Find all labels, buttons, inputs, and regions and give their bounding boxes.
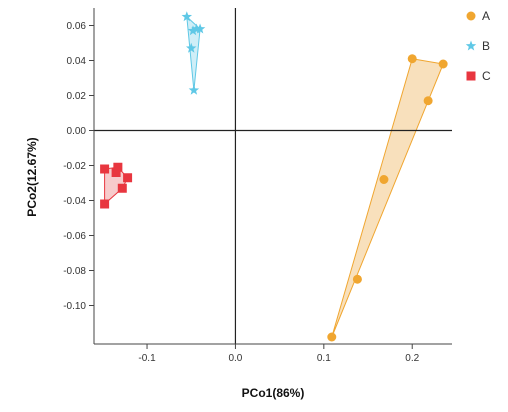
point-c [117, 183, 127, 193]
legend: A B C [465, 9, 491, 83]
y-axis-title: PCo2(12.67%) [25, 137, 39, 216]
legend-label-b: B [482, 39, 490, 53]
points-layer [100, 11, 448, 342]
y-tick-label: -0.10 [63, 301, 86, 312]
point-b [186, 42, 197, 53]
point-c [111, 168, 121, 177]
x-tick-label: 0.1 [317, 353, 331, 364]
hull-layer [104, 15, 444, 338]
legend-label-a: A [482, 9, 490, 23]
point-a [379, 175, 389, 184]
x-tick-label: -0.1 [138, 353, 156, 364]
x-tick-label: 0.2 [405, 353, 419, 364]
point-a [438, 59, 448, 69]
hull-b [186, 15, 201, 91]
point-a [327, 332, 337, 342]
legend-label-c: C [482, 69, 491, 83]
point-c [100, 199, 110, 209]
x-axis-title: PCo1(86%) [242, 386, 305, 400]
point-c [113, 162, 123, 172]
point-b [181, 11, 193, 22]
legend-marker-c [466, 71, 476, 81]
y-tick-label: 0.02 [67, 91, 87, 102]
point-a [423, 96, 433, 106]
point-a [407, 54, 417, 64]
y-tick-label: -0.06 [63, 231, 86, 242]
point-c [123, 173, 133, 183]
point-a [352, 274, 362, 284]
legend-marker-b [465, 40, 477, 51]
point-b [188, 84, 200, 95]
hull-a [331, 58, 444, 338]
x-tick-label: 0.0 [228, 353, 242, 364]
y-tick-label: 0.06 [67, 21, 87, 32]
legend-marker-a [466, 11, 476, 21]
point-b [194, 23, 206, 34]
y-tick-label: -0.04 [63, 196, 86, 207]
y-tick-label: -0.02 [63, 161, 86, 172]
point-b [187, 25, 199, 36]
y-tick-label: 0.00 [67, 126, 87, 137]
y-tick-label: 0.04 [67, 56, 87, 67]
point-c [100, 164, 110, 174]
y-tick-label: -0.08 [63, 266, 86, 277]
axes-layer: 0.06 0.04 0.02 0.00 -0.02 -0.04 -0.06 -0.08 -0.1… [63, 8, 452, 364]
